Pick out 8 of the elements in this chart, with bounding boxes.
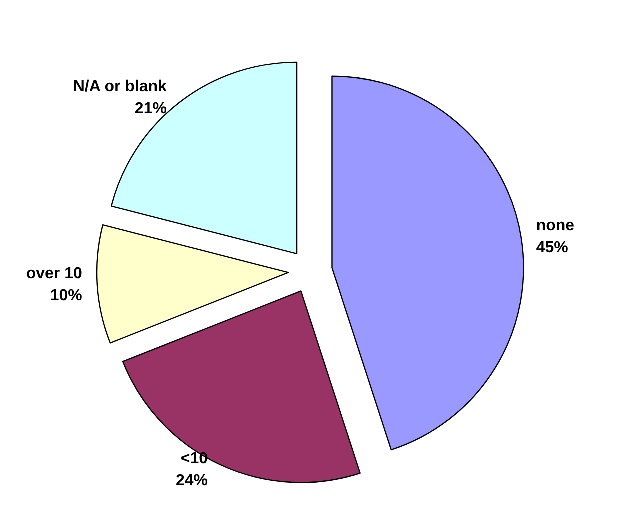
data-label: 24%: [176, 472, 208, 490]
data-label: 45%: [536, 239, 568, 256]
data-label: 21%: [134, 100, 167, 118]
slice-label: N/A or blank: [73, 78, 168, 96]
slice-label: none: [536, 217, 575, 234]
slice-label: <10: [180, 450, 208, 468]
slice-label: over 10: [26, 266, 83, 283]
data-label: 10%: [50, 288, 82, 305]
